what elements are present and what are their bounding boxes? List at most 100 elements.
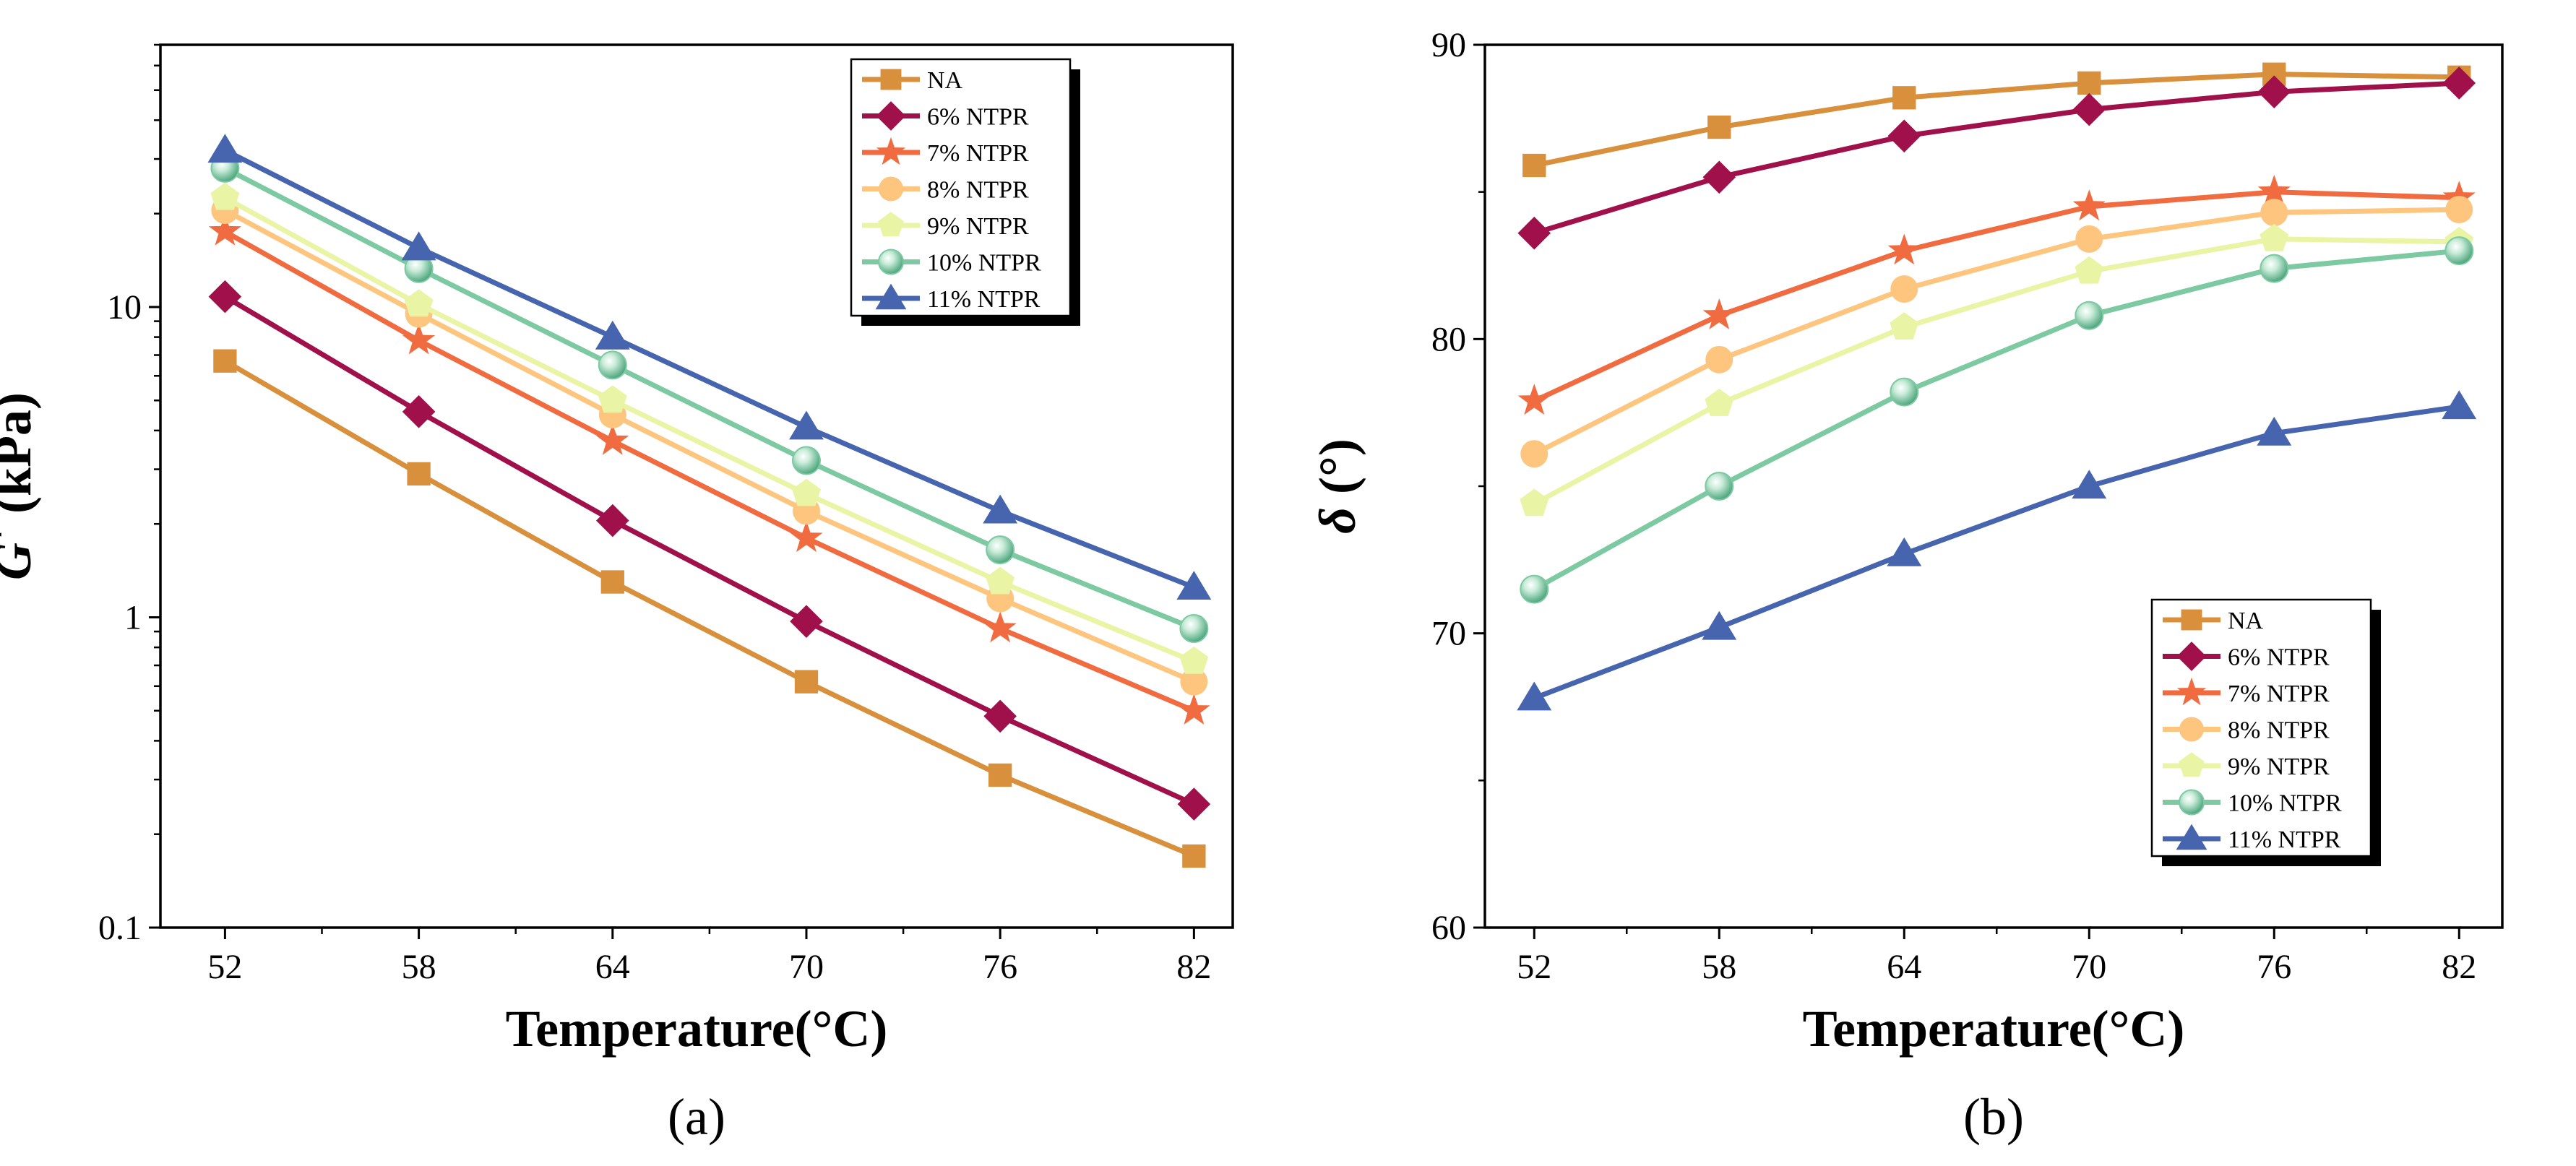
series-line — [223, 294, 1195, 807]
data-point — [1517, 384, 1551, 415]
legend-entry: NA — [862, 67, 963, 94]
data-point — [598, 350, 627, 380]
legend-marker — [878, 249, 904, 275]
legend-entry: NA — [2163, 608, 2264, 634]
series-na — [1522, 62, 2471, 178]
series-line — [223, 147, 1195, 590]
data-point — [213, 349, 237, 373]
data-point — [2075, 301, 2104, 330]
series-line — [1533, 72, 2460, 168]
data-point — [2260, 254, 2289, 283]
data-point — [2077, 71, 2101, 95]
data-point — [207, 134, 243, 163]
y-axis-title-unit: (kPa) — [0, 392, 42, 527]
series-11pct-ntpr — [1517, 390, 2477, 711]
legend-marker — [876, 101, 906, 131]
legend: NA 6% NTPR 7% NTPR 8% NTPR 9% NTPR 10% NTPR 11… — [850, 58, 1080, 326]
series-10pct-ntpr — [1520, 236, 2474, 604]
data-point — [1180, 668, 1208, 696]
data-point — [2257, 416, 2292, 446]
data-point — [1887, 119, 1921, 153]
legend-label: NA — [2228, 608, 2264, 634]
data-point — [1182, 844, 1206, 868]
x-tick-label: 70 — [2072, 948, 2106, 986]
chart-a: 52 58 64 70 76 82 0.1 1 10 Temperature(°C) G* (kPa… — [0, 43, 1234, 1146]
y-tick-label: 0.1 — [98, 909, 142, 947]
series-6pct-ntpr — [1517, 66, 2476, 250]
data-point — [2260, 199, 2288, 227]
x-tick-label: 52 — [1517, 948, 1551, 986]
data-point — [598, 385, 627, 413]
y-axis-title-unit: (°) — [1309, 439, 1366, 507]
data-point — [2075, 256, 2104, 284]
legend-label: 8% NTPR — [927, 177, 1029, 204]
data-point — [1520, 488, 1549, 517]
legend-label: 11% NTPR — [2228, 826, 2341, 853]
series-line — [223, 208, 1195, 684]
data-point — [790, 521, 823, 553]
data-point — [983, 494, 1018, 524]
series-line — [1533, 80, 2460, 236]
legend-entry: 8% NTPR — [862, 176, 1029, 204]
x-tick-label: 82 — [2442, 948, 2476, 986]
data-point — [1517, 216, 1551, 250]
data-point — [1176, 571, 1212, 600]
y-tick-label: 1 — [124, 598, 142, 636]
data-point — [210, 182, 240, 210]
plot-frame — [159, 43, 1234, 929]
data-point — [983, 611, 1017, 643]
y-axis-title: δ (°) — [1309, 439, 1366, 534]
data-point — [988, 763, 1012, 787]
data-point — [1177, 787, 1211, 821]
legend-label: NA — [927, 67, 963, 94]
series-line — [223, 195, 1195, 665]
legend-entry: 9% NTPR — [2163, 752, 2330, 780]
series-6pct-ntpr — [208, 280, 1211, 821]
data-point — [2442, 66, 2476, 100]
data-point — [1702, 610, 1737, 640]
legend-label: 10% NTPR — [927, 250, 1041, 277]
data-point — [208, 280, 242, 314]
data-point — [2442, 390, 2477, 420]
x-tick-label: 82 — [1176, 948, 1211, 986]
data-point — [1705, 389, 1734, 416]
chart-b: 52 58 64 70 76 82 60 70 80 90 Temperature(°C) δ (°)… — [1309, 26, 2504, 1146]
legend-entry: 10% NTPR — [2163, 789, 2342, 817]
data-point — [986, 535, 1015, 565]
legend-entry: 11% NTPR — [2163, 824, 2341, 853]
legend-marker — [879, 176, 903, 202]
series-9pct-ntpr — [1520, 223, 2474, 517]
y-tick-label: 60 — [1431, 909, 1466, 947]
data-point — [208, 214, 241, 246]
legend-marker — [2179, 752, 2205, 777]
series-line — [1533, 404, 2460, 701]
data-point — [402, 395, 436, 428]
data-point — [1705, 345, 1733, 373]
data-point — [2260, 223, 2289, 251]
x-tick-label: 64 — [595, 948, 630, 986]
x-tick-label: 70 — [789, 948, 824, 986]
data-point — [1890, 377, 1919, 407]
series-line — [1533, 207, 2460, 457]
y-tick-label: 90 — [1431, 26, 1466, 64]
legend-label: 6% NTPR — [2228, 644, 2330, 671]
series-9pct-ntpr — [210, 182, 1209, 674]
legend-label: 10% NTPR — [2228, 790, 2342, 817]
series-11pct-ntpr — [207, 134, 1212, 600]
data-point — [1177, 694, 1210, 725]
data-point — [1522, 153, 1546, 178]
data-point — [1890, 312, 1919, 340]
data-point — [790, 605, 823, 638]
data-point — [2257, 174, 2291, 206]
data-point — [1520, 574, 1549, 604]
series-line — [1533, 248, 2460, 592]
data-point — [1520, 440, 1548, 468]
legend-label: 11% NTPR — [927, 286, 1041, 313]
legend-label: 7% NTPR — [2228, 681, 2330, 707]
y-tick-label: 10 — [107, 288, 142, 327]
data-point — [595, 504, 629, 537]
legend-label: 7% NTPR — [927, 140, 1029, 167]
legend-entry: 10% NTPR — [862, 249, 1041, 277]
data-point — [986, 566, 1015, 595]
